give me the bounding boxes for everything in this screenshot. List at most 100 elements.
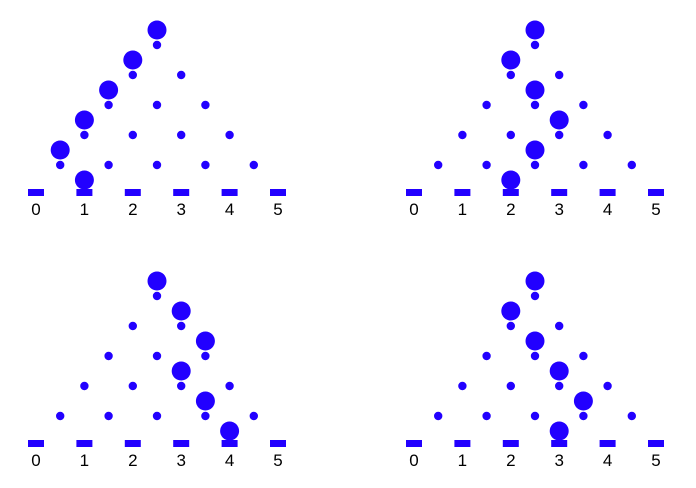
peg-dot bbox=[80, 130, 89, 140]
bin-marker bbox=[648, 440, 664, 447]
peg-dot bbox=[177, 381, 186, 391]
ball-position bbox=[74, 110, 94, 130]
peg-dot bbox=[201, 411, 210, 421]
peg-dot bbox=[434, 160, 443, 170]
bin-label: 5 bbox=[651, 451, 660, 470]
peg-dot bbox=[506, 321, 515, 331]
peg-dot bbox=[80, 381, 89, 391]
bin-label: 0 bbox=[31, 200, 40, 219]
bin-marker bbox=[173, 189, 190, 196]
bin-marker bbox=[221, 440, 238, 447]
bin-label: 0 bbox=[31, 451, 40, 470]
ball-position bbox=[525, 140, 545, 160]
bin-marker bbox=[270, 189, 286, 196]
galton-board-3: 0 1 2 3 4 5 bbox=[28, 271, 286, 470]
bin-label: 3 bbox=[176, 200, 185, 219]
bin-marker bbox=[124, 440, 141, 447]
peg-dot bbox=[201, 100, 210, 110]
peg-dot bbox=[530, 40, 540, 50]
bin-label: 0 bbox=[409, 451, 418, 470]
peg-dot bbox=[555, 321, 564, 331]
peg-dot bbox=[128, 130, 137, 140]
peg-dot bbox=[225, 130, 234, 140]
bin-marker bbox=[28, 440, 44, 447]
bin-marker bbox=[124, 189, 141, 196]
peg-dot bbox=[530, 351, 540, 361]
peg-dot bbox=[458, 381, 467, 391]
ball-position bbox=[501, 170, 521, 190]
peg-dot bbox=[579, 351, 588, 361]
ball-position bbox=[549, 361, 569, 381]
peg-dot bbox=[530, 291, 540, 301]
bin-label: 0 bbox=[409, 200, 418, 219]
bin-marker bbox=[551, 440, 568, 447]
ball-position bbox=[74, 170, 94, 190]
bin-marker bbox=[599, 189, 616, 196]
ball-position bbox=[549, 110, 569, 130]
peg-dot bbox=[627, 160, 636, 170]
bin-marker bbox=[551, 189, 568, 196]
peg-dot bbox=[152, 351, 162, 361]
peg-dot bbox=[530, 160, 540, 170]
peg-dot bbox=[603, 130, 612, 140]
peg-dot bbox=[177, 70, 186, 80]
peg-dot bbox=[506, 381, 515, 391]
bin-marker bbox=[406, 440, 422, 447]
peg-dot bbox=[482, 160, 491, 170]
peg-dot bbox=[128, 70, 137, 80]
ball-position bbox=[147, 20, 167, 40]
peg-dot bbox=[152, 291, 162, 301]
ball-position bbox=[525, 20, 545, 40]
galton-board-2: 0 1 2 3 4 5 bbox=[406, 20, 664, 219]
bin-label: 5 bbox=[273, 200, 282, 219]
peg-dot bbox=[128, 381, 137, 391]
peg-dot bbox=[177, 321, 186, 331]
bin-label: 2 bbox=[506, 200, 515, 219]
bin-marker bbox=[406, 189, 422, 196]
peg-dot bbox=[482, 411, 491, 421]
bin-label: 5 bbox=[273, 451, 282, 470]
bin-marker bbox=[76, 440, 93, 447]
bin-label: 4 bbox=[603, 200, 612, 219]
bin-marker bbox=[454, 440, 471, 447]
bin-label: 4 bbox=[225, 200, 234, 219]
peg-dot bbox=[128, 321, 137, 331]
bin-marker bbox=[599, 440, 616, 447]
bin-label: 3 bbox=[554, 451, 563, 470]
ball-position bbox=[123, 50, 143, 70]
bin-label: 1 bbox=[458, 200, 467, 219]
peg-dot bbox=[56, 411, 65, 421]
peg-dot bbox=[579, 411, 588, 421]
bin-marker bbox=[28, 189, 44, 196]
peg-dot bbox=[104, 160, 113, 170]
peg-dot bbox=[177, 130, 186, 140]
bin-label: 2 bbox=[128, 200, 137, 219]
peg-dot bbox=[482, 351, 491, 361]
peg-dot bbox=[104, 351, 113, 361]
ball-position bbox=[220, 421, 240, 441]
peg-dot bbox=[530, 411, 540, 421]
peg-dot bbox=[579, 100, 588, 110]
peg-dot bbox=[530, 100, 540, 110]
peg-dot bbox=[555, 381, 564, 391]
galton-board-1: 0 1 2 3 4 5 bbox=[28, 20, 286, 219]
bin-label: 4 bbox=[603, 451, 612, 470]
ball-position bbox=[99, 80, 119, 100]
bin-label: 2 bbox=[128, 451, 137, 470]
peg-dot bbox=[249, 160, 258, 170]
ball-position bbox=[147, 271, 167, 291]
bin-label: 1 bbox=[80, 451, 89, 470]
peg-dot bbox=[152, 160, 162, 170]
bin-marker bbox=[502, 440, 519, 447]
bin-label: 3 bbox=[176, 451, 185, 470]
ball-position bbox=[501, 301, 521, 321]
ball-position bbox=[525, 331, 545, 351]
ball-position bbox=[501, 50, 521, 70]
bin-label: 5 bbox=[651, 200, 660, 219]
peg-dot bbox=[555, 130, 564, 140]
ball-position bbox=[573, 391, 593, 411]
peg-dot bbox=[152, 100, 162, 110]
ball-position bbox=[525, 80, 545, 100]
ball-position bbox=[171, 301, 191, 321]
